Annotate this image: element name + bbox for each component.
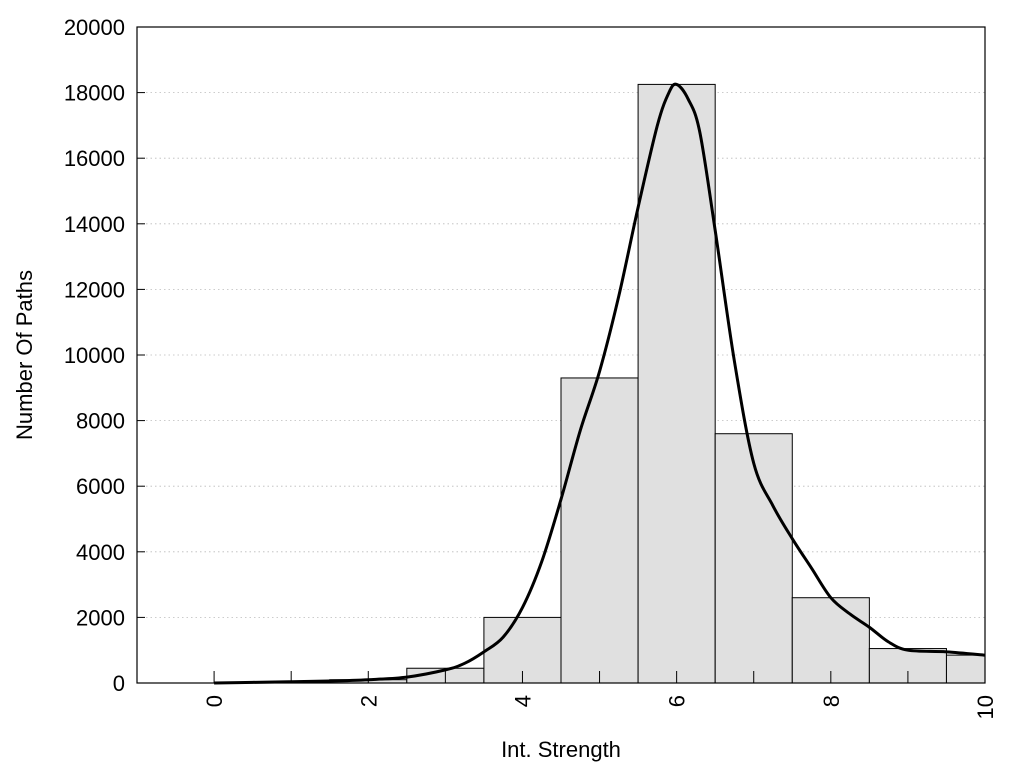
fit-curve <box>214 82 986 685</box>
y-tick-label: 12000 <box>64 277 125 302</box>
y-tick-label: 6000 <box>76 474 125 499</box>
y-tick-label: 20000 <box>64 15 125 40</box>
y-tick-label: 18000 <box>64 81 125 106</box>
y-tick-label: 14000 <box>64 212 125 237</box>
y-tick-label: 0 <box>113 671 125 696</box>
y-tick-label: 2000 <box>76 605 125 630</box>
x-axis-title: Int. Strength <box>501 737 621 762</box>
y-axis-title: Number Of Paths <box>12 270 37 440</box>
y-tick-label: 16000 <box>64 146 125 171</box>
x-tick-label: 4 <box>510 695 535 707</box>
histogram-bar <box>791 597 870 684</box>
y-tick-label: 8000 <box>76 409 125 434</box>
x-tick-label: 8 <box>819 695 844 707</box>
histogram-bars <box>252 83 986 684</box>
histogram-bar <box>560 377 639 684</box>
y-tick-label: 4000 <box>76 540 125 565</box>
x-tick-label: 2 <box>356 695 381 707</box>
x-tick-label: 10 <box>973 695 998 719</box>
y-tick-label: 10000 <box>64 343 125 368</box>
x-axis-ticks: 0 2 4 6 8 10 <box>202 671 998 719</box>
y-axis-ticks: 0 2000 4000 6000 8000 10000 12000 14000 16000 180… <box>64 15 145 696</box>
histogram-bar <box>945 654 986 684</box>
histogram-bar <box>637 83 716 684</box>
x-tick-label: 0 <box>202 695 227 707</box>
fit-curve-layer <box>214 82 986 685</box>
histogram-bar <box>714 433 793 684</box>
x-tick-label: 6 <box>665 695 690 707</box>
